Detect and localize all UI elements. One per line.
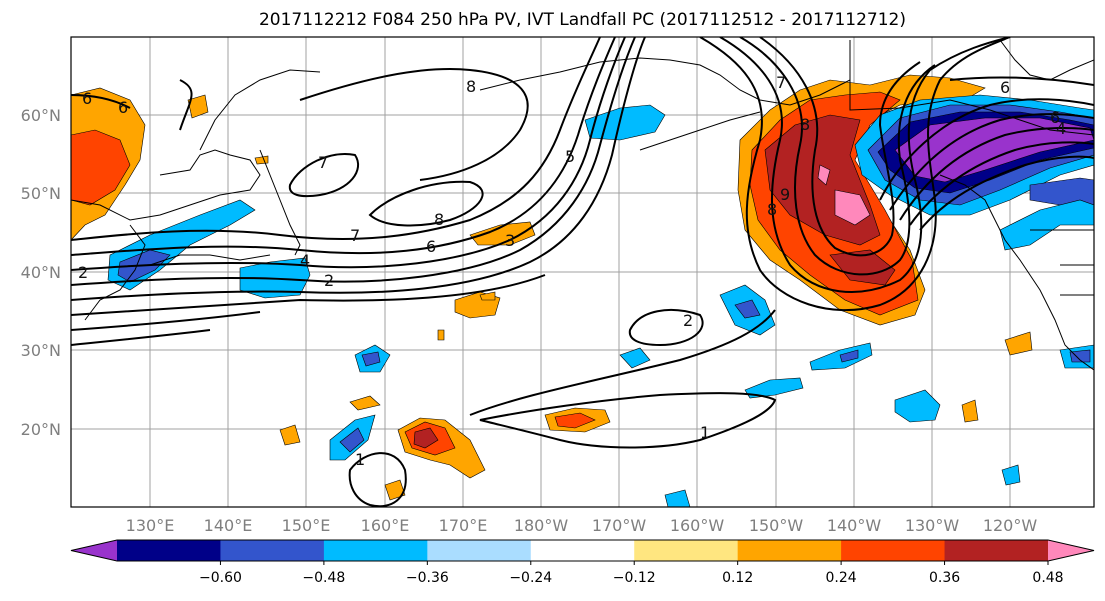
- lon-label: 150°W: [749, 516, 804, 535]
- svg-text:5: 5: [565, 147, 575, 166]
- colorbar-outline: [70, 539, 1095, 562]
- colorbar-segment: [117, 540, 221, 561]
- colorbar-segment: [944, 540, 1049, 561]
- colorbar-tick-label: −0.60: [199, 570, 242, 586]
- svg-text:1: 1: [355, 450, 365, 469]
- lon-label: 150°E: [282, 516, 331, 535]
- colorbar-tick-label: 0.48: [1032, 570, 1063, 586]
- colorbar-segment: [530, 540, 635, 561]
- colorbar-tick-label: 0.36: [929, 570, 960, 586]
- colorbar-tick-label: −0.36: [406, 570, 449, 586]
- lon-label: 140°W: [827, 516, 882, 535]
- colorbar-segment: [634, 540, 739, 561]
- colorbar-tick-label: −0.24: [509, 570, 552, 586]
- colorbar-tick-label: −0.48: [302, 570, 345, 586]
- svg-text:6: 6: [426, 237, 436, 256]
- longitude-labels: 130°E 140°E 150°E 160°E 170°E 180°W 170°…: [126, 516, 1038, 535]
- map-frame: [70, 36, 1095, 508]
- colorbar-extend-min: [71, 540, 117, 561]
- latitude-labels: 60°N 50°N 40°N 30°N 20°N: [21, 106, 61, 439]
- svg-text:8: 8: [800, 115, 810, 134]
- colorbar-segment: [220, 540, 325, 561]
- colorbar-tick-label: −0.12: [613, 570, 656, 586]
- colorbar-extend-max: [1048, 540, 1094, 561]
- svg-text:9: 9: [780, 185, 790, 204]
- colorbar-segment: [427, 540, 532, 561]
- lon-label: 160°W: [670, 516, 725, 535]
- svg-text:6: 6: [1000, 78, 1010, 97]
- colorbar-segment: [841, 540, 946, 561]
- svg-text:8: 8: [466, 77, 476, 96]
- svg-text:1: 1: [700, 423, 710, 442]
- lon-label: 140°E: [204, 516, 253, 535]
- lon-label: 160°E: [361, 516, 410, 535]
- lon-label: 130°E: [126, 516, 175, 535]
- lat-label: 40°N: [21, 263, 61, 282]
- svg-text:6: 6: [82, 89, 92, 108]
- colorbar-segment: [737, 540, 842, 561]
- pv-contours: [71, 37, 1094, 507]
- svg-text:6: 6: [1050, 108, 1060, 127]
- colorbar-tick-label: 0.24: [826, 570, 857, 586]
- map-title: 2017112212 F084 250 hPa PV, IVT Landfall…: [258, 10, 906, 30]
- svg-text:2: 2: [324, 271, 334, 290]
- svg-text:3: 3: [505, 231, 515, 250]
- svg-text:7: 7: [776, 73, 786, 92]
- svg-text:8: 8: [434, 210, 444, 229]
- svg-text:2: 2: [683, 311, 693, 330]
- lat-label: 30°N: [21, 341, 61, 360]
- lon-label: 170°E: [439, 516, 488, 535]
- svg-text:4: 4: [300, 251, 310, 270]
- lat-label: 60°N: [21, 106, 61, 125]
- svg-text:6: 6: [118, 98, 128, 117]
- colorbar-segment: [323, 540, 428, 561]
- svg-text:7: 7: [318, 153, 328, 172]
- svg-text:8: 8: [767, 200, 777, 219]
- svg-text:2: 2: [78, 263, 88, 282]
- lat-label: 20°N: [21, 420, 61, 439]
- svg-text:4: 4: [1056, 119, 1066, 138]
- svg-text:7: 7: [350, 226, 360, 245]
- lon-label: 170°W: [592, 516, 647, 535]
- colorbar-tick-label: 0.12: [722, 570, 753, 586]
- lon-label: 120°W: [983, 516, 1038, 535]
- lon-label: 130°W: [905, 516, 960, 535]
- lat-label: 50°N: [21, 184, 61, 203]
- contour-labels: 6 6 8 5 7 8 7 6 3 4 2 2 8 9 8 7 6 4 2 1 …: [78, 73, 1066, 469]
- coastlines: [71, 39, 1094, 371]
- colorbar: −0.60 −0.48 −0.36 −0.24 −0.12 0.12 0.24 0.36 0.4…: [70, 539, 1095, 586]
- lon-label: 180°W: [514, 516, 569, 535]
